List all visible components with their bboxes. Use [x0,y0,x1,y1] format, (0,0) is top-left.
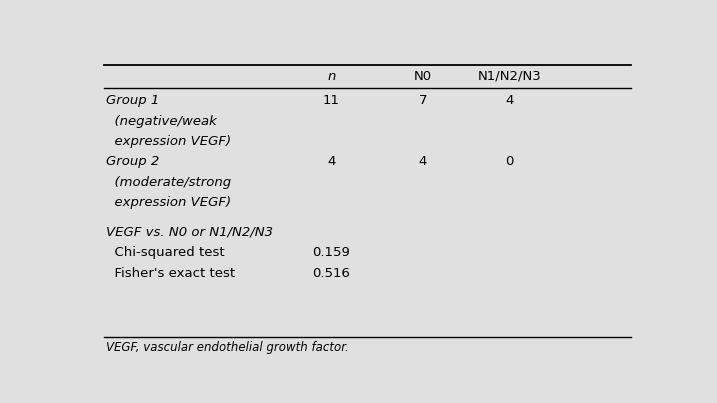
Text: 0: 0 [505,156,513,168]
Text: VEGF, vascular endothelial growth factor.: VEGF, vascular endothelial growth factor… [106,341,349,354]
Text: Fisher's exact test: Fisher's exact test [106,267,235,280]
Text: Group 2: Group 2 [106,156,160,168]
Text: VEGF vs. N0 or N1/N2/N3: VEGF vs. N0 or N1/N2/N3 [106,226,273,239]
Text: expression VEGF): expression VEGF) [106,135,232,148]
Text: 7: 7 [419,94,427,107]
Text: 4: 4 [419,156,427,168]
Text: 0.516: 0.516 [313,267,351,280]
Text: 11: 11 [323,94,340,107]
Text: expression VEGF): expression VEGF) [106,196,232,209]
Text: Group 1: Group 1 [106,94,160,107]
Text: N0: N0 [414,70,432,83]
Text: 0.159: 0.159 [313,246,351,259]
Text: n: n [327,70,336,83]
Text: (negative/weak: (negative/weak [106,114,217,128]
Text: Chi-squared test: Chi-squared test [106,246,225,259]
Text: 4: 4 [327,156,336,168]
Text: 4: 4 [505,94,513,107]
Text: N1/N2/N3: N1/N2/N3 [478,70,541,83]
Text: (moderate/strong: (moderate/strong [106,176,232,189]
